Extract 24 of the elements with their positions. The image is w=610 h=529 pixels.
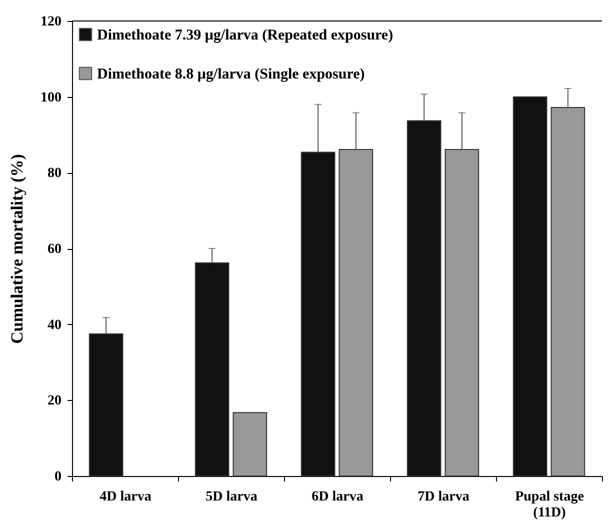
x-tick-label: 4D larva (100, 490, 152, 504)
legend-label: Dimethoate 8.8 μg/larva (Single exposure) (97, 66, 365, 82)
x-tick-label: 7D larva (418, 490, 470, 504)
x-tick-label: 6D larva (312, 490, 364, 504)
y-tick-label: 80 (48, 166, 62, 182)
y-tick-label: 0 (54, 470, 62, 484)
y-tick-label: 60 (48, 242, 62, 257)
y-tick-label: 40 (48, 318, 62, 333)
y-tick-label: 20 (48, 394, 62, 409)
bar (338, 149, 374, 476)
bar (300, 152, 336, 476)
x-tick-label: 5D larva (206, 490, 258, 504)
bar (406, 120, 442, 476)
bar (194, 262, 230, 476)
bar (444, 149, 480, 476)
x-tick-label: Pupal stage (11D) (515, 490, 584, 520)
y-tick-label: 120 (40, 14, 62, 30)
legend-label: Dimethoate 7.39 μg/larva (Repeated exposure) (97, 28, 394, 44)
bar (232, 412, 268, 476)
y-axis-title: Cumulative mortality (%) (8, 154, 26, 344)
bar (88, 333, 124, 476)
bar (550, 106, 586, 476)
y-tick-label: 100 (40, 90, 62, 106)
bar (512, 96, 548, 476)
